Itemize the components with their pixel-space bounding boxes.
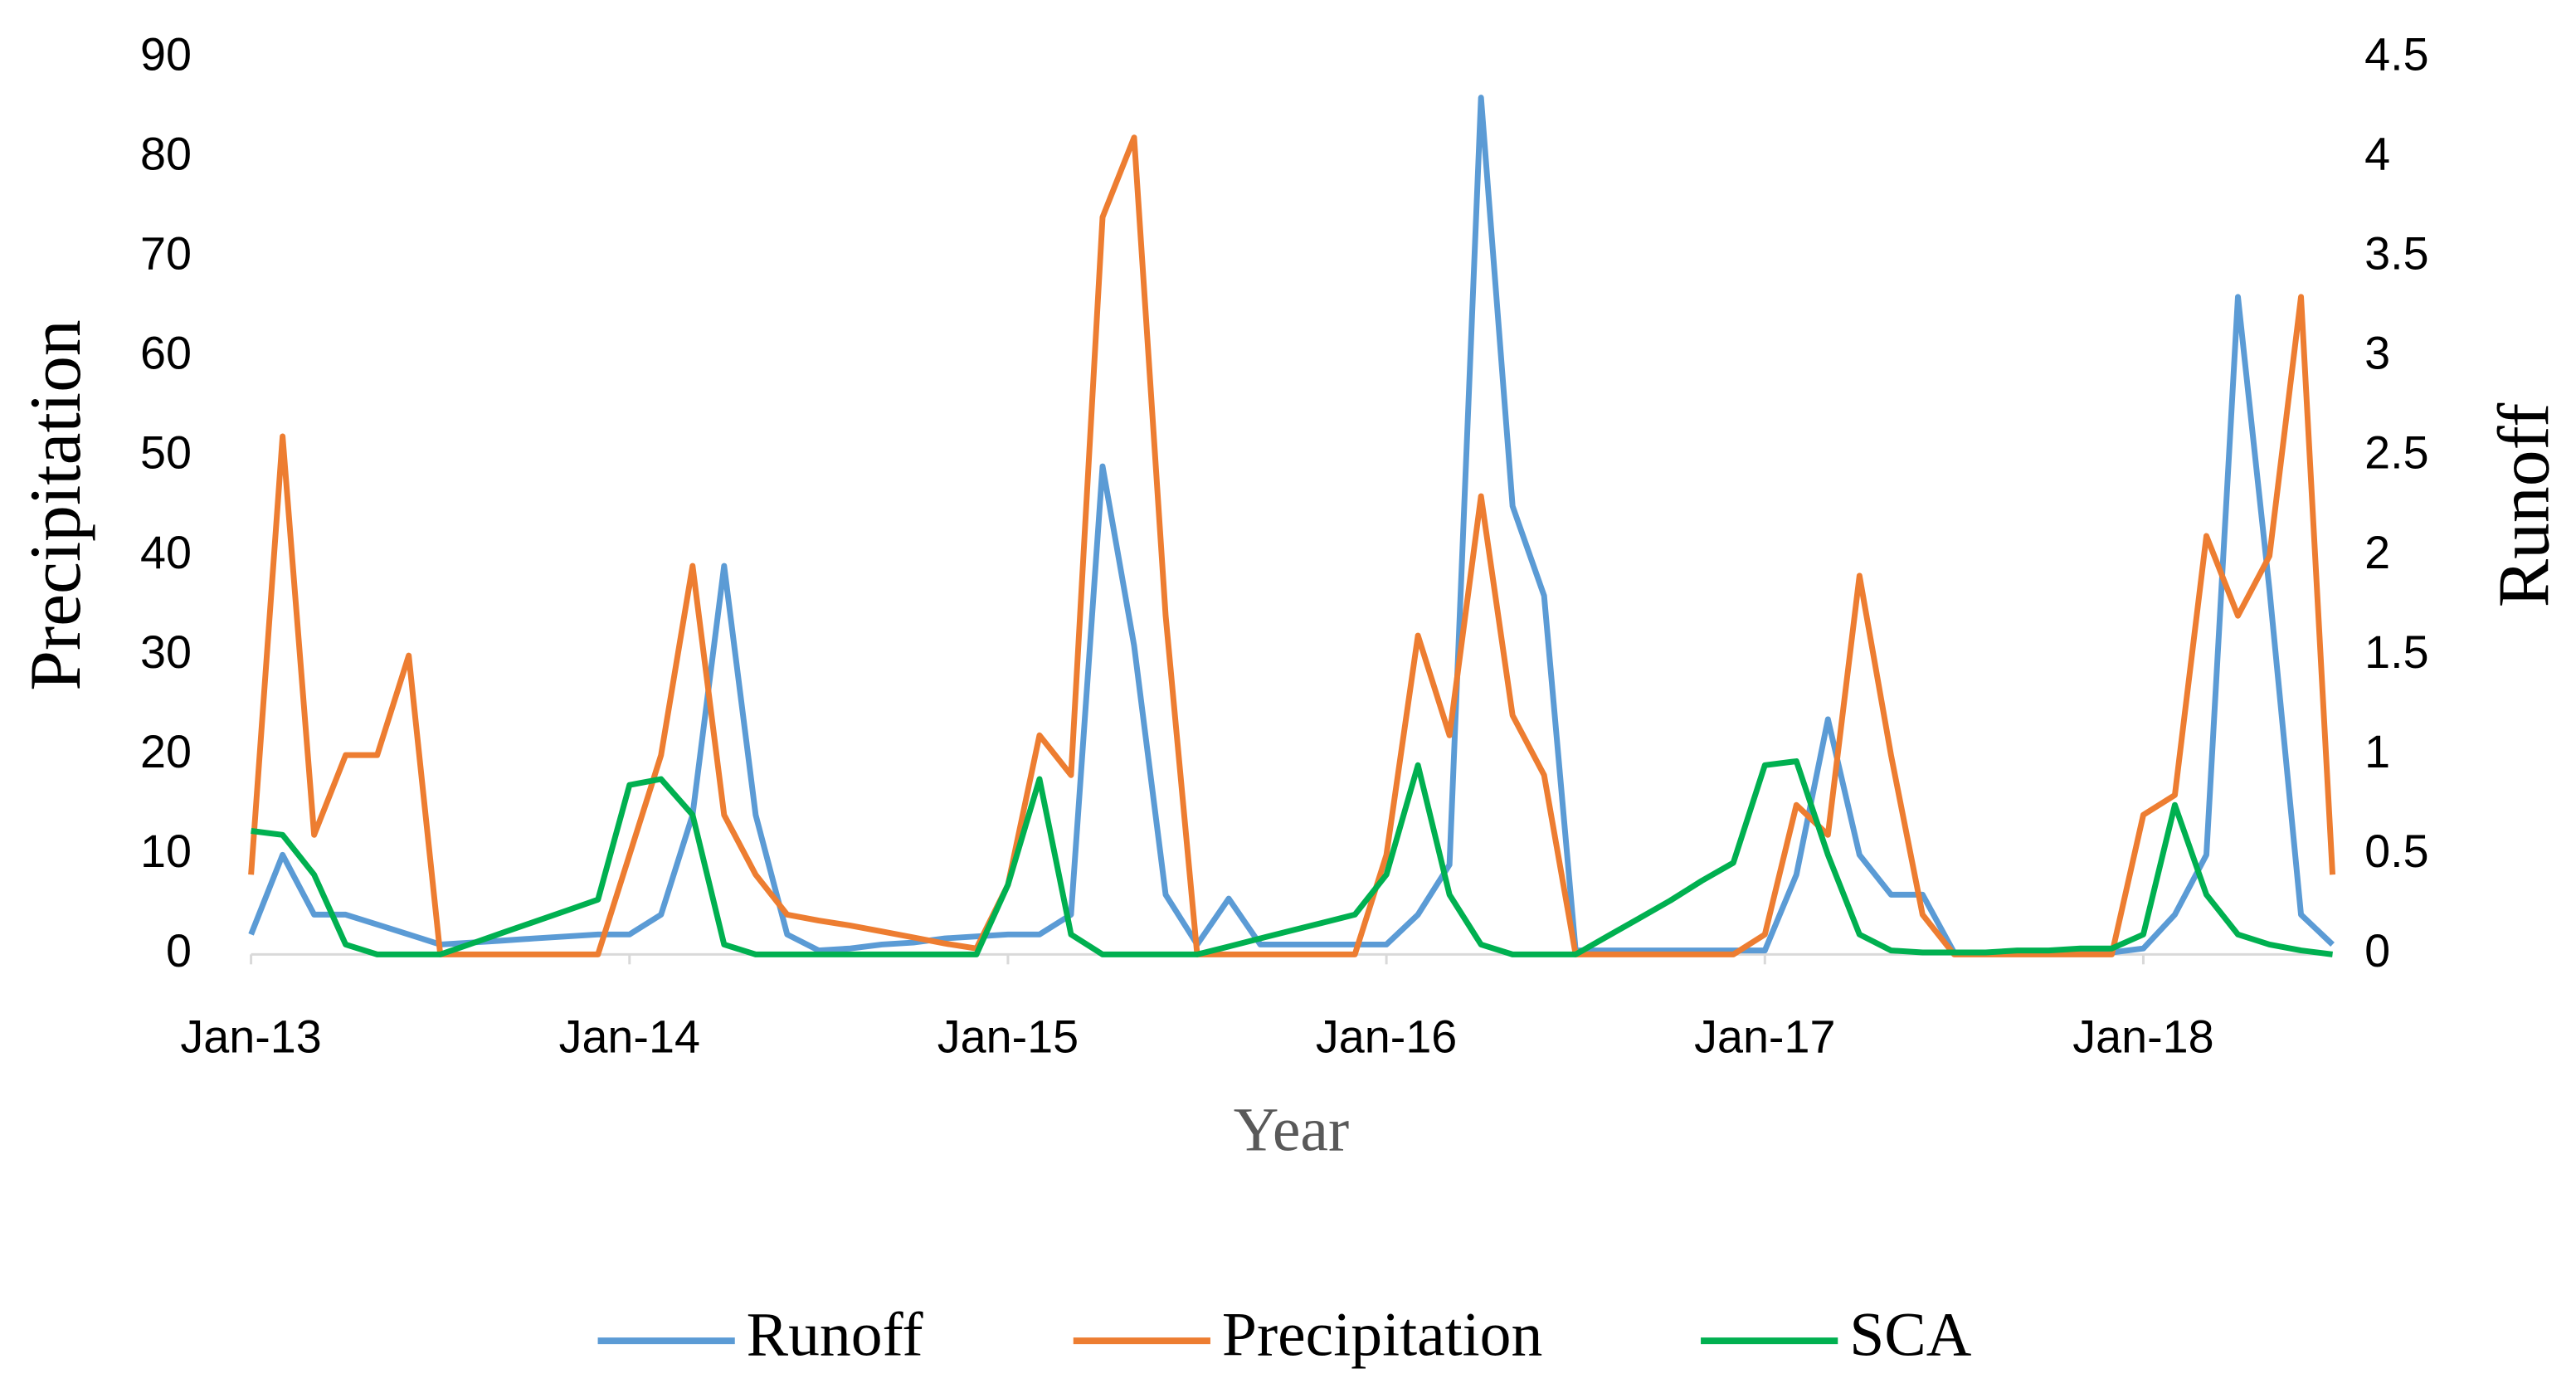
y-tick-label: 90 xyxy=(140,28,192,80)
y2-tick-label: 4 xyxy=(2364,128,2390,179)
x-tick-label: Jan-13 xyxy=(180,1011,321,1063)
y2-axis-title: Runoff xyxy=(2483,402,2564,607)
y-tick-label: 40 xyxy=(140,527,192,578)
y2-tick-label: 0 xyxy=(2364,925,2390,977)
series-line xyxy=(248,95,2335,956)
x-tick-label: Jan-17 xyxy=(1694,1011,1835,1063)
y2-tick-label: 1 xyxy=(2364,726,2390,777)
y-tick-label: 80 xyxy=(140,128,192,179)
y-tick-label: 70 xyxy=(140,228,192,280)
y-tick-label: 50 xyxy=(140,427,192,479)
y2-tick-label: 4.5 xyxy=(2364,28,2428,80)
legend-label: SCA xyxy=(1849,1300,1972,1369)
y-tick-label: 20 xyxy=(140,726,192,777)
x-tick-label: Jan-15 xyxy=(937,1011,1079,1063)
y-tick-label: 30 xyxy=(140,626,192,678)
legend: Runoff Precipitation SCA xyxy=(597,1300,1972,1369)
y2-tick-label: 2.5 xyxy=(2364,427,2428,479)
y-tick-label: 60 xyxy=(140,328,192,379)
plot-area: 0 10 20 30 40 50 60 70 80 90 0 0.5 1 1.5 2 2.5 3 3.5 4 4.5 J… xyxy=(140,28,2429,1062)
x-tick-label: Jan-14 xyxy=(559,1011,700,1063)
x-axis-title: Year xyxy=(1234,1096,1349,1165)
y2-tick-label: 3 xyxy=(2364,328,2390,379)
x-tick-label: Jan-18 xyxy=(2072,1011,2213,1063)
y-axis-title: Precipitation xyxy=(15,319,95,690)
legend-label: Precipitation xyxy=(1222,1300,1542,1369)
y2-tick-label: 2 xyxy=(2364,527,2390,578)
y-tick-label: 10 xyxy=(140,826,192,877)
legend-label: Runoff xyxy=(747,1300,924,1369)
y-tick-label: 0 xyxy=(166,925,192,977)
y2-tick-label: 0.5 xyxy=(2364,826,2428,877)
y2-tick-label: 1.5 xyxy=(2364,626,2428,678)
series-line xyxy=(248,134,2336,957)
x-tick-label: Jan-16 xyxy=(1316,1011,1457,1063)
y2-tick-label: 3.5 xyxy=(2364,228,2428,280)
series-line xyxy=(251,758,2333,957)
